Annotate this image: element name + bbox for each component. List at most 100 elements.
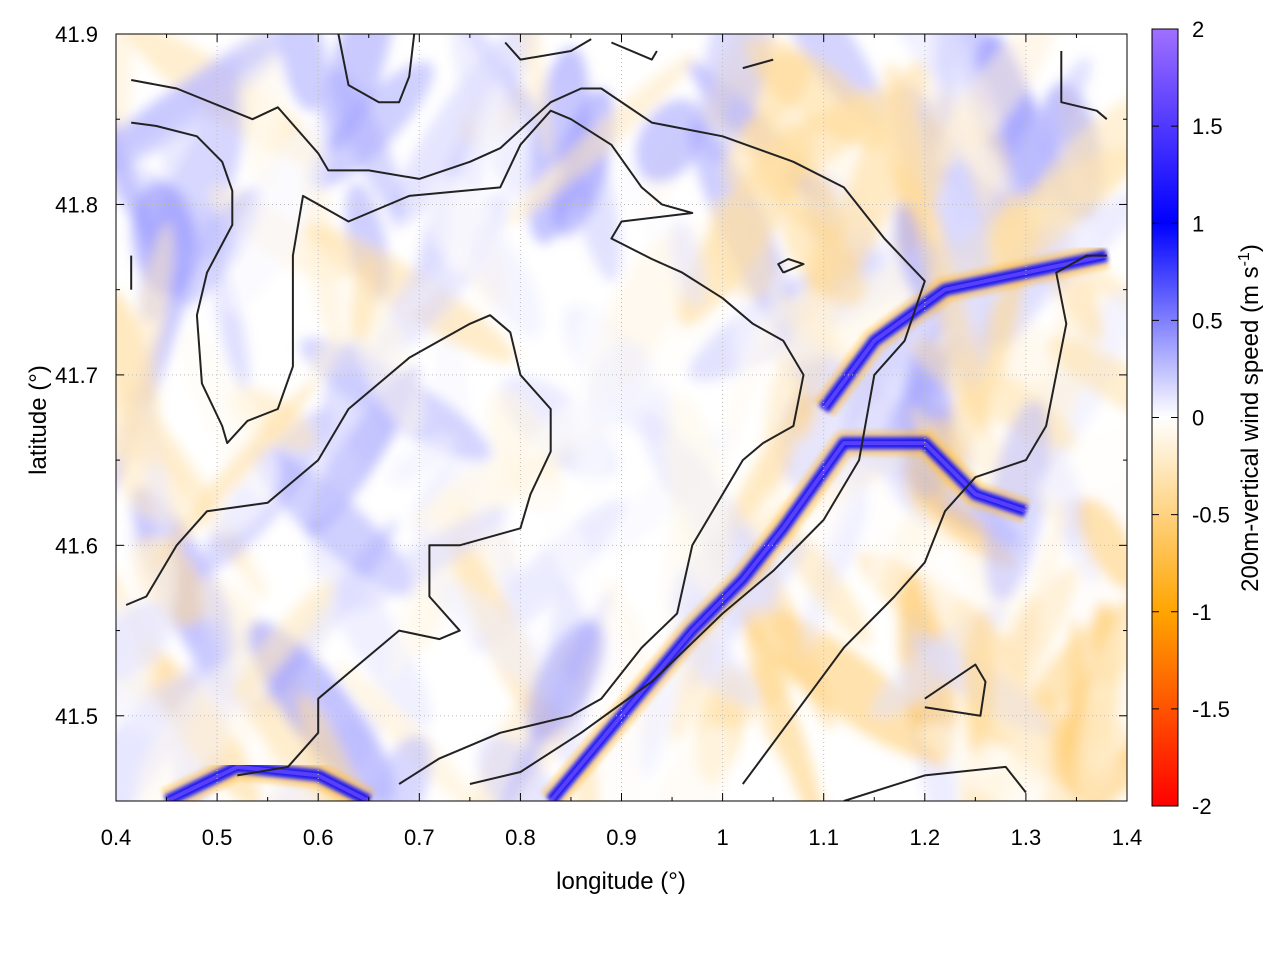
heatmap-cell [340, 507, 508, 613]
y-tick-label: 41.5 [55, 704, 98, 729]
contour-line [1060, 51, 1108, 120]
heatmap-cell [763, 354, 798, 497]
contour-lines [125, 34, 1108, 801]
colorbar-tick-label: -1 [1192, 600, 1212, 625]
contour-line [741, 254, 1107, 785]
heatmap-cell [1077, 497, 1127, 591]
heatmap-cell [723, 109, 800, 197]
heatmap-cell [641, 724, 732, 801]
heatmap-cell [863, 34, 1003, 134]
heatmap-cell [745, 36, 886, 148]
heatmap-cell [714, 254, 792, 478]
colorbar-tick-label: -0.5 [1192, 503, 1230, 528]
heatmap-cell [788, 253, 946, 363]
contour-line [777, 258, 805, 274]
colorbar: 2 1.5 1 0.5 0 -0.5 -1 -1.5 -2 [1151, 17, 1230, 819]
x-axis-label: longitude (°) [556, 868, 686, 895]
heatmap-cell [917, 723, 1101, 801]
heatmap-cell [410, 452, 520, 529]
heatmap-cell [290, 448, 362, 526]
heatmap-cell [635, 99, 705, 183]
heatmap-cell [204, 451, 280, 537]
colorbar-label-main: 200m-vertical wind speed (m s [1237, 266, 1264, 591]
heatmap-cell [134, 646, 268, 801]
heatmap-cell [116, 669, 168, 737]
heatmap-cell [1075, 619, 1127, 801]
contour-line [337, 34, 416, 104]
axis-ticks: 0.4 0.5 0.6 0.7 0.8 0.9 1 1.1 1.2 1.3 1.4 41.5 41.6 4… [55, 22, 1142, 850]
heatmap-cell [1049, 337, 1127, 434]
heatmap-cell [116, 601, 175, 681]
x-tick-label: 1 [716, 825, 728, 850]
y-tick-label: 41.8 [55, 192, 98, 217]
heatmap-cell [962, 611, 996, 754]
x-tick-label: 0.7 [404, 825, 435, 850]
heatmap-cell [526, 619, 605, 741]
contour-line [504, 38, 592, 61]
heatmap-cell [387, 433, 457, 486]
x-tick-label: 0.9 [606, 825, 637, 850]
heatmap-texture [116, 34, 1127, 801]
heatmap-cell [664, 392, 733, 607]
plot-area: 0.4 0.5 0.6 0.7 0.8 0.9 1 1.1 1.2 1.3 1.4 41.5 41.6 4… [55, 22, 1142, 850]
heatmap-cell [365, 735, 432, 801]
y-tick-label: 41.7 [55, 363, 98, 388]
heatmap-cell [832, 498, 869, 582]
contour-line [843, 765, 1027, 801]
contour-line [131, 79, 926, 785]
heatmap-cell [509, 34, 553, 158]
heatmap-cell [587, 341, 650, 428]
heatmap-cell [708, 195, 775, 300]
colorbar-tick-label: 2 [1192, 17, 1204, 42]
heatmap-cell [594, 638, 647, 801]
x-tick-label: 1.2 [910, 825, 941, 850]
heatmap-cell [254, 449, 417, 597]
heatmap-cell [280, 34, 328, 112]
heatmap-cell [1036, 423, 1127, 504]
x-tick-label: 1.1 [808, 825, 839, 850]
heatmap-cell [759, 714, 817, 786]
contour-line [924, 663, 987, 717]
heatmap-cell [116, 34, 290, 158]
colorbar-tick-label: -1.5 [1192, 697, 1230, 722]
heatmap-cell [781, 208, 866, 306]
contour-line [611, 41, 658, 61]
heatmap-cell [869, 456, 894, 590]
colorbar-label: 200m-vertical wind speed (m s-1) [1236, 244, 1264, 592]
heatmap-cell [235, 581, 335, 699]
x-tick-label: 0.6 [303, 825, 334, 850]
colorbar-tick-label: 0.5 [1192, 308, 1223, 333]
x-tick-label: 1.4 [1112, 825, 1143, 850]
heatmap-cell [698, 34, 774, 163]
x-tick-label: 1.3 [1011, 825, 1042, 850]
colorbar-ticks: 2 1.5 1 0.5 0 -0.5 -1 -1.5 -2 [1152, 17, 1230, 819]
colorbar-tick-label: 1 [1192, 211, 1204, 236]
x-tick-label: 0.4 [101, 825, 132, 850]
heatmap-cell [307, 532, 432, 728]
heatmap-cell [916, 201, 992, 442]
y-axis-label: latitude (°) [25, 365, 52, 475]
colorbar-label-end: ) [1237, 244, 1264, 252]
colorbar-tick-label: 1.5 [1192, 114, 1223, 139]
updraft-ridge-core [822, 253, 1108, 411]
y-tick-label: 41.6 [55, 533, 98, 558]
heatmap-cell [834, 62, 927, 281]
heatmap-cell [1025, 81, 1127, 226]
heatmap-cell [320, 340, 380, 487]
heatmap-cell [527, 469, 633, 670]
x-tick-label: 0.5 [202, 825, 233, 850]
contour-line [131, 109, 805, 785]
heatmap-cell [320, 34, 395, 152]
heatmap-cell [470, 223, 543, 339]
heatmap-cell [670, 220, 706, 309]
colorbar-tick-label: -2 [1192, 794, 1212, 819]
colorbar-tick-label: 0 [1192, 406, 1204, 431]
updraft-ridge-core [165, 764, 370, 801]
heatmap-texture-cells [116, 34, 1127, 801]
x-tick-label: 0.8 [505, 825, 536, 850]
heatmap-cell [775, 34, 885, 126]
heatmap-cell [1034, 692, 1127, 801]
heatmap-cell [220, 118, 331, 313]
y-tick-label: 41.9 [55, 22, 98, 47]
